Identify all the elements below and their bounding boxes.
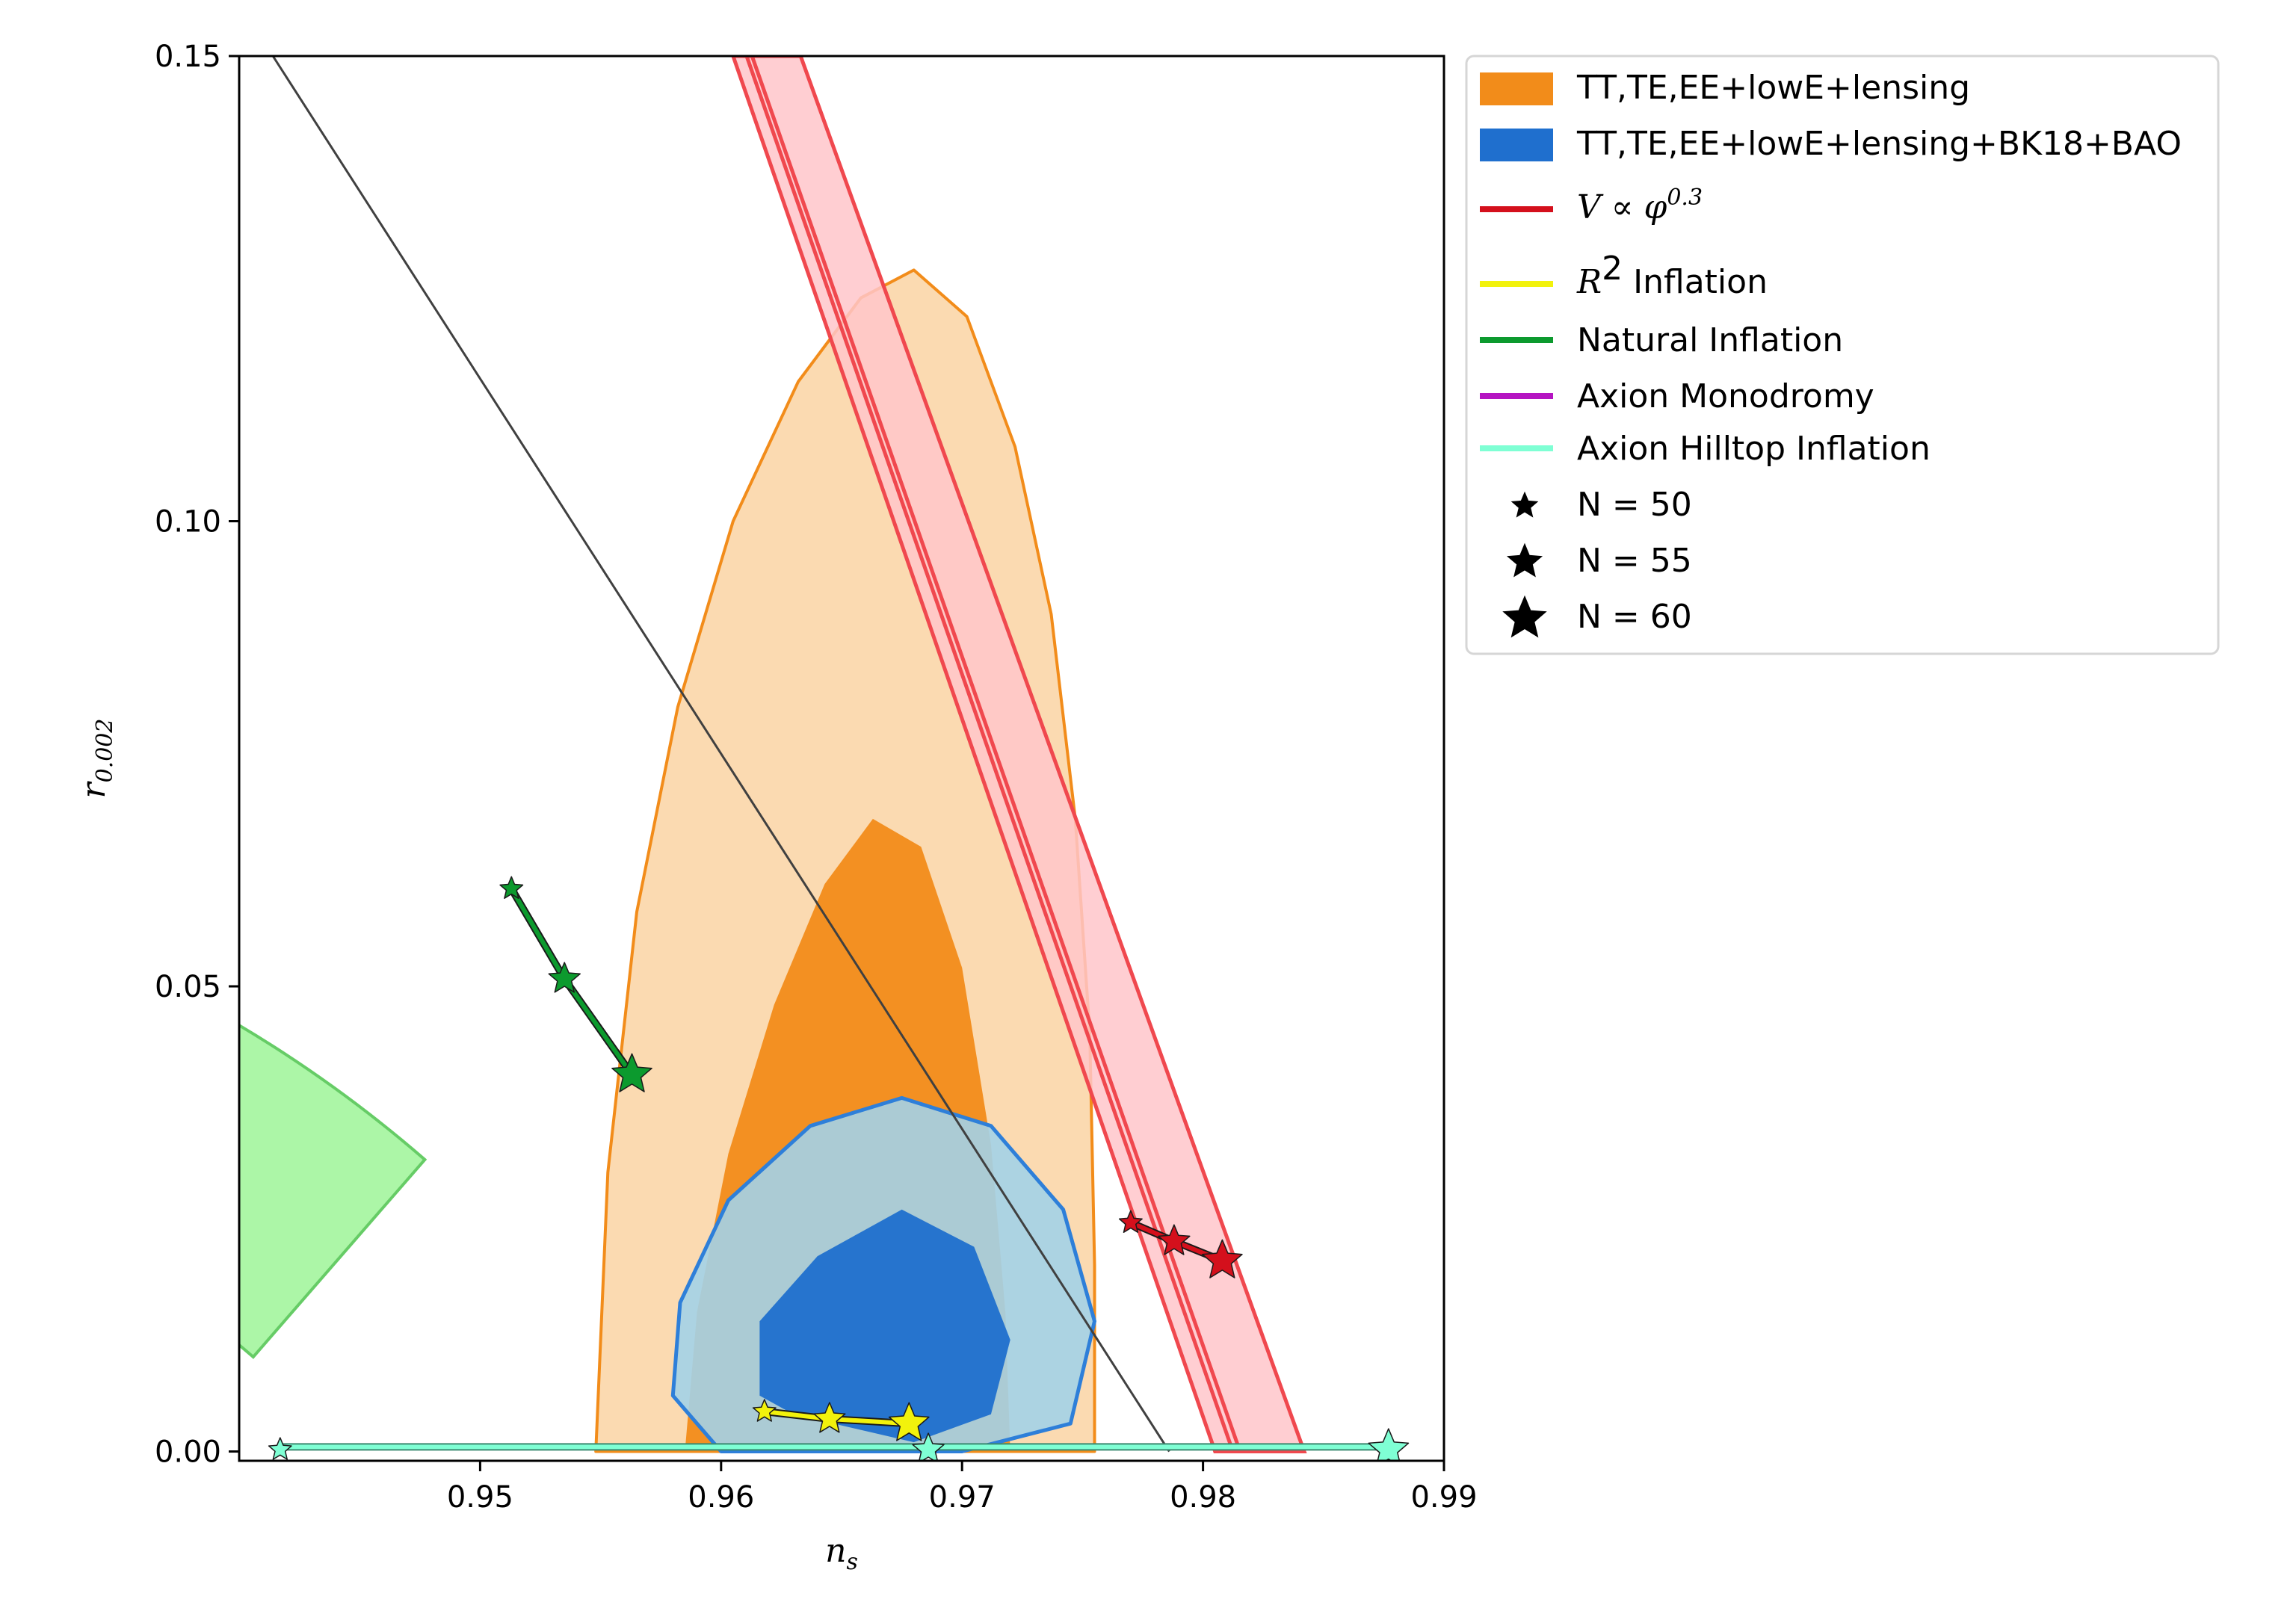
legend-label-n50: N = 50 [1577, 486, 1692, 524]
x-tick-label: 0.97 [929, 1480, 996, 1515]
legend-label-powerlaw-sup: 0.3 [1667, 185, 1703, 211]
y-tick-label: 0.15 [155, 40, 221, 74]
x-tick-label: 0.98 [1170, 1480, 1236, 1515]
legend-label-r2-sup: 2 [1602, 250, 1623, 288]
x-tick-label: 0.96 [688, 1480, 754, 1515]
y-axis-ticks: 0.00 0.05 0.10 0.15 [155, 40, 239, 1470]
plot-area [0, 56, 1409, 1587]
y-tick-label: 0.10 [155, 505, 221, 539]
x-axis-label-sub: s [846, 1549, 857, 1575]
legend-label-n55: N = 55 [1577, 542, 1692, 580]
legend-label-bk18: TT,TE,EE+lowE+lensing+BK18+BAO [1576, 125, 2182, 163]
y-tick-label: 0.05 [155, 970, 221, 1004]
y-axis-label: r0.002 [75, 719, 118, 799]
legend-swatch-bk18 [1480, 129, 1553, 161]
legend-label-r2-rest: Inflation [1623, 263, 1768, 301]
legend: TT,TE,EE+lowE+lensing TT,TE,EE+lowE+lens… [1466, 56, 2218, 654]
legend-label-r2-main: R [1576, 263, 1602, 301]
x-tick-label: 0.95 [447, 1480, 513, 1515]
legend-label-planck: TT,TE,EE+lowE+lensing [1576, 69, 1970, 107]
x-axis-label: ns [825, 1532, 858, 1575]
legend-label-powerlaw-main: V ∝ φ [1577, 188, 1667, 226]
x-axis-label-main: n [825, 1532, 846, 1570]
legend-label-monodromy: Axion Monodromy [1577, 377, 1874, 415]
x-axis-ticks: 0.95 0.96 0.97 0.98 0.99 [447, 1461, 1478, 1515]
y-axis-label-sub: 0.002 [92, 719, 118, 783]
natural-inflation-band [0, 844, 425, 1587]
y-tick-label: 0.00 [155, 1435, 221, 1470]
legend-swatch-planck [1480, 72, 1553, 105]
legend-label-hilltop: Axion Hilltop Inflation [1577, 430, 1931, 468]
legend-label-natural: Natural Inflation [1577, 321, 1843, 359]
x-tick-label: 0.99 [1410, 1480, 1477, 1515]
axion-hilltop-inflation-star-n50 [269, 1438, 291, 1459]
legend-label-n60: N = 60 [1577, 598, 1692, 636]
natural-inflation-band-area [0, 844, 425, 1587]
